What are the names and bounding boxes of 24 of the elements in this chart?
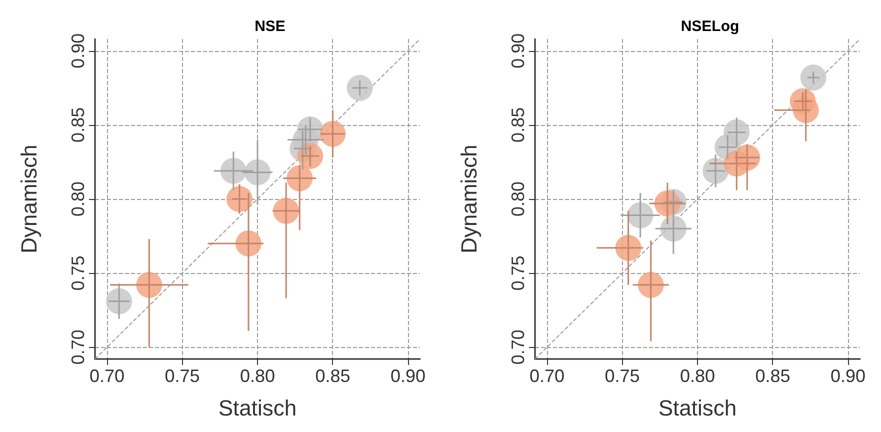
x-tick-label: 0.70 [90,366,125,386]
x-tick-label: 0.85 [315,366,350,386]
x-tick-label: 0.70 [530,366,565,386]
x-tick-label: 0.85 [755,366,790,386]
y-tick-label: 0.80 [68,181,88,217]
y-tick-label: 0.75 [68,256,88,291]
x-axis-title: Statisch [218,396,297,420]
x-axis-title: Statisch [658,396,737,420]
x-tick-label: 0.75 [164,366,200,386]
y-tick-label: 0.90 [508,33,528,68]
chart-title: NSELog [680,18,740,35]
x-tick-label: 0.90 [390,366,426,386]
y-axis-title: Dynamisch [456,144,482,254]
x-tick-label: 0.90 [830,366,866,386]
chart-title: NSE [254,18,286,35]
y-axis-title: Dynamisch [16,144,42,254]
y-tick-label: 0.80 [508,181,528,217]
x-tick-label: 0.75 [604,366,640,386]
y-tick-label: 0.90 [68,33,88,68]
x-tick-label: 0.80 [240,366,276,386]
x-tick-label: 0.80 [680,366,716,386]
y-tick-label: 0.75 [508,256,528,291]
y-tick-label: 0.85 [68,107,88,142]
y-tick-label: 0.85 [508,107,528,142]
